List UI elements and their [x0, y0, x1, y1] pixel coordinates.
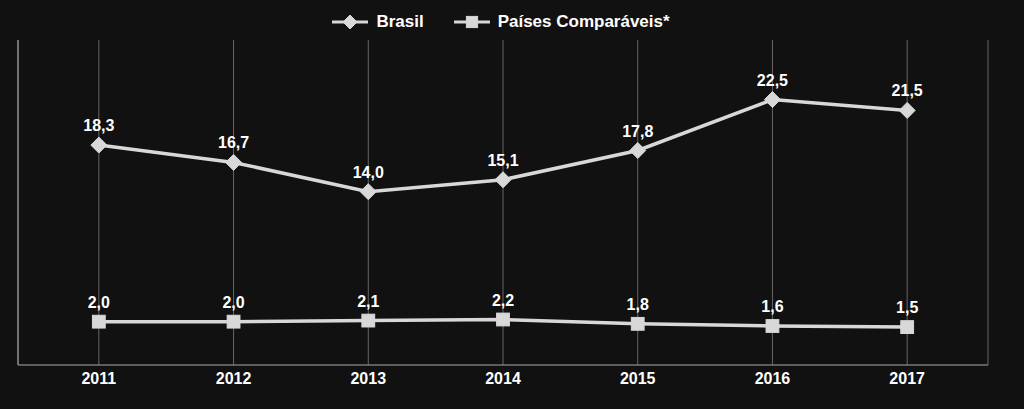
html-text:Brasil: Brasil: [376, 12, 424, 31]
svg-text:14,0: 14,0: [353, 164, 384, 181]
svg-text:16,7: 16,7: [218, 134, 249, 151]
svg-text:1,6: 1,6: [761, 298, 783, 315]
svg-text:18,3: 18,3: [83, 117, 114, 134]
svg-text:2,0: 2,0: [88, 294, 110, 311]
svg-text:22,5: 22,5: [757, 72, 788, 89]
svg-text:21,5: 21,5: [892, 82, 923, 99]
svg-text:2014: 2014: [485, 370, 521, 387]
svg-text:2011: 2011: [81, 370, 116, 387]
html-text:Países Comparáveis*: Países Comparáveis*: [497, 12, 670, 31]
svg-text:2012: 2012: [216, 370, 252, 387]
svg-text:15,1: 15,1: [487, 152, 518, 169]
svg-text:2017: 2017: [889, 370, 925, 387]
svg-text:2015: 2015: [620, 370, 656, 387]
svg-text:2,2: 2,2: [492, 292, 514, 309]
svg-text:1,5: 1,5: [896, 299, 918, 316]
svg-text:1,8: 1,8: [627, 296, 649, 313]
svg-text:2,1: 2,1: [357, 293, 379, 310]
svg-text:17,8: 17,8: [622, 123, 653, 140]
svg-text:2016: 2016: [755, 370, 791, 387]
svg-text:2,0: 2,0: [222, 294, 244, 311]
svg-text:2013: 2013: [350, 370, 386, 387]
